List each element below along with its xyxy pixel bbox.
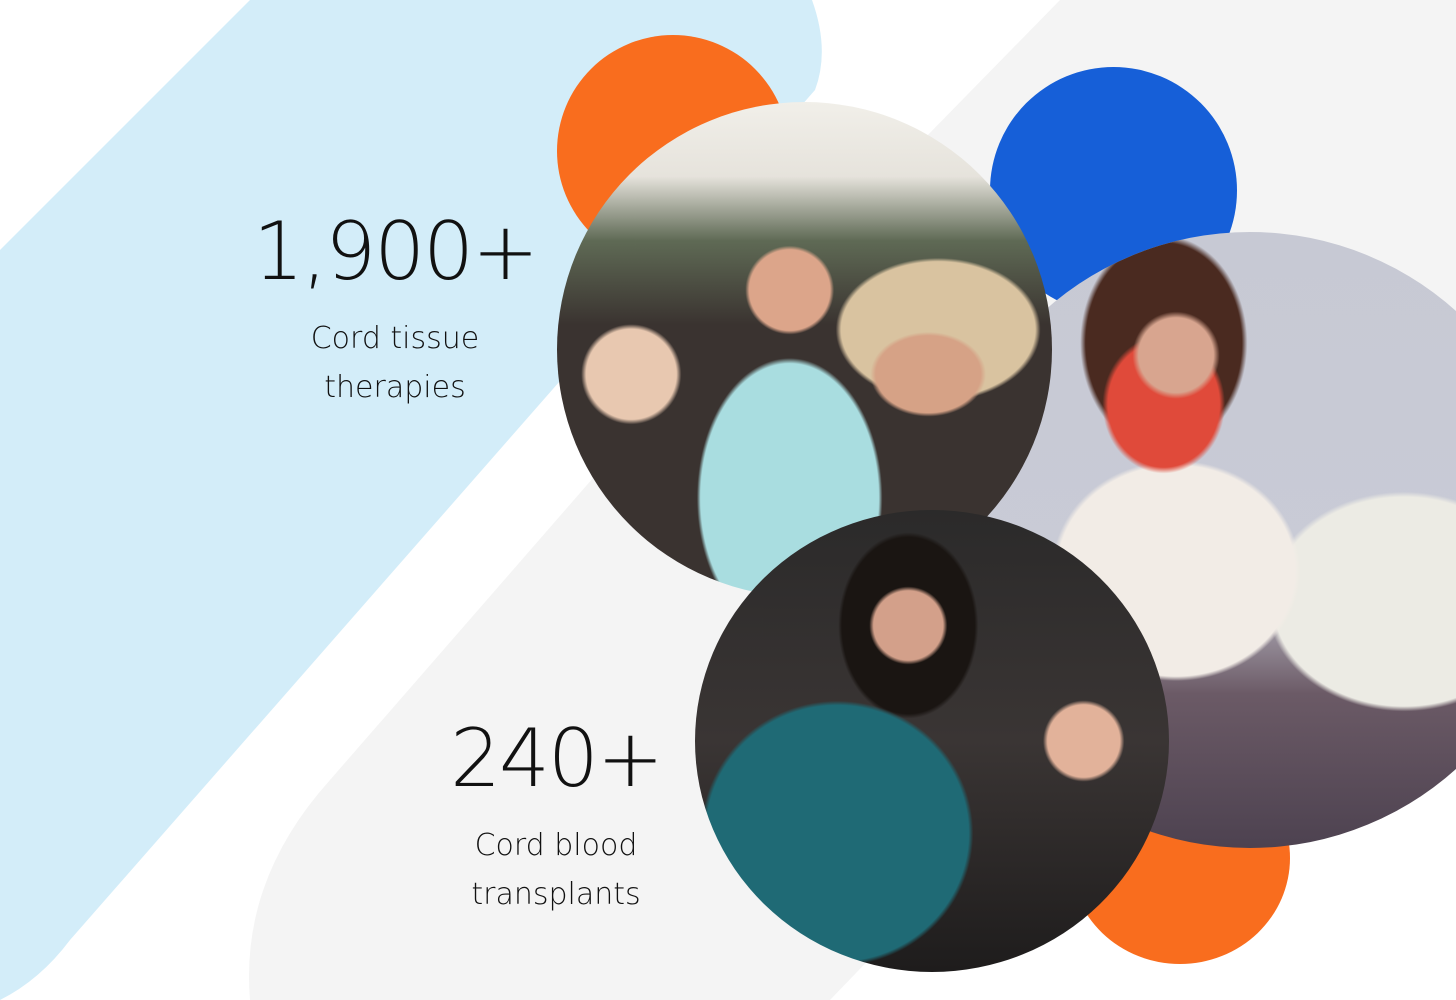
stat-cord-tissue: 1,900+ Cord tissue therapies [245, 212, 545, 412]
stat-label-line: Cord blood [474, 828, 638, 863]
stat-label-line: Cord tissue [310, 321, 480, 356]
stat-label: Cord blood transplants [406, 821, 706, 919]
stat-label-line: transplants [471, 877, 641, 912]
stat-cord-blood: 240+ Cord blood transplants [406, 719, 706, 919]
stat-label-line: therapies [324, 370, 466, 405]
stat-label: Cord tissue therapies [245, 314, 545, 412]
stat-value: 1,900+ [252, 205, 539, 298]
mother-and-daughter-photo [695, 510, 1169, 972]
stat-value: 240+ [450, 712, 664, 805]
